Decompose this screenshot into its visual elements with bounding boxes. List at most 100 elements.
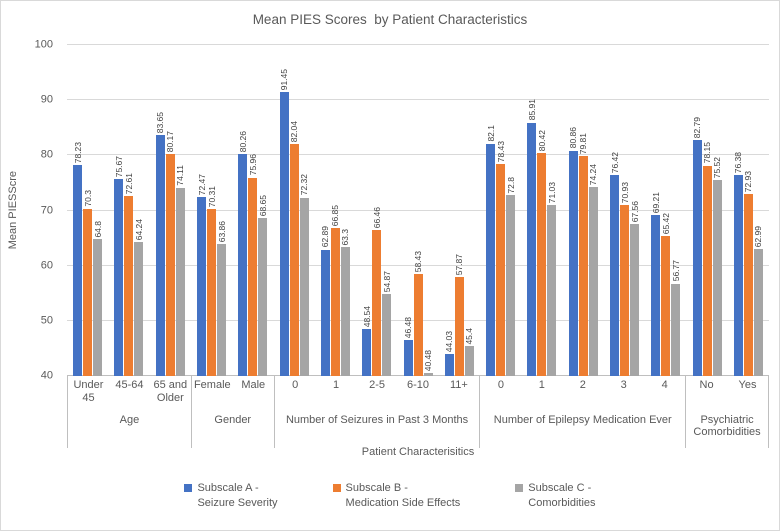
bar-value-label: 76.38 xyxy=(733,152,744,174)
bar-group: 46.48 58.43 40.48 xyxy=(397,45,438,376)
bar-subscale-b xyxy=(413,274,423,376)
bar-subscale-a xyxy=(486,143,496,376)
bar-cell: 44.03 xyxy=(444,45,454,376)
x-axis-category-label: Under 45 xyxy=(73,379,104,404)
bar-cell: 69.21 xyxy=(651,45,661,376)
bar-cell: 80.86 xyxy=(568,45,578,376)
bar-value-label: 70.3 xyxy=(82,190,93,207)
bar-group: 69.21 65.42 56.77 xyxy=(645,45,686,376)
bar-value-label: 64.24 xyxy=(133,219,144,241)
bar-value-label: 56.77 xyxy=(670,260,681,282)
bar-value-label: 64.8 xyxy=(92,220,103,238)
bar-cell: 82.1 xyxy=(486,45,496,376)
bar-value-label: 82.04 xyxy=(289,120,300,143)
bar-value-label: 75.52 xyxy=(712,156,723,179)
bar-group: 82.1 78.43 72.8 xyxy=(480,45,521,376)
y-tick-label: 50 xyxy=(40,314,53,327)
bar-subscale-c xyxy=(423,373,433,376)
bar-cell: 64.24 xyxy=(134,45,144,376)
y-axis-title-text: Mean PIESScre xyxy=(7,171,19,250)
bar-cell: 80.26 xyxy=(238,45,248,376)
bar-value-label: 75.67 xyxy=(113,155,124,178)
x-axis-category-label: 0 xyxy=(292,379,299,391)
x-axis-leaf-row: Under 45 45-64 65 and Older xyxy=(68,376,191,408)
bar-subscale-c xyxy=(299,197,309,376)
bar-value-label: 68.65 xyxy=(257,194,268,216)
bar-subscale-b xyxy=(620,205,629,376)
bar-value-label: 72.61 xyxy=(123,172,134,195)
bar-cell: 40.48 xyxy=(423,45,433,376)
bar-subscale-c xyxy=(712,180,722,376)
bar-cell: 78.43 xyxy=(496,45,506,376)
legend: Subscale A - Seizure Severity Subscale B -… xyxy=(1,481,779,511)
bar-cell: 79.81 xyxy=(578,45,588,376)
bar-value-label: 54.87 xyxy=(381,270,392,292)
bar-subscale-b xyxy=(537,153,547,376)
bar-value-label: 72.8 xyxy=(505,176,516,194)
bar-cell: 56.77 xyxy=(671,45,681,376)
x-axis-category-label: 0 xyxy=(497,379,504,391)
bar-group: 78.23 70.3 64.8 xyxy=(67,45,108,376)
chart-title: Mean PIES Scores by Patient Characterist… xyxy=(252,12,528,27)
y-tick-label: 40 xyxy=(40,369,53,382)
bar-subscale-b xyxy=(578,156,588,376)
bar-subscale-a xyxy=(692,139,702,376)
bar-subscale-a xyxy=(610,175,619,376)
bar-cell: 82.04 xyxy=(289,45,299,376)
bar-value-label: 71.03 xyxy=(546,181,557,203)
bar-value-label: 70.93 xyxy=(619,182,630,204)
bar-group: 72.47 70.31 63.86 xyxy=(191,45,232,376)
x-axis: Under 45 45-64 65 and Older Age Female Male Ge… xyxy=(67,376,769,448)
bar-value-label: 74.24 xyxy=(588,163,599,186)
bar-subscale-a xyxy=(362,328,372,376)
bar-cell: 57.87 xyxy=(454,45,464,376)
bar-group: 80.26 75.96 68.65 xyxy=(232,45,273,376)
bar-value-label: 66.46 xyxy=(371,206,382,229)
bar-subscale-a xyxy=(403,340,413,376)
bar-cell: 80.42 xyxy=(537,45,547,376)
bar-value-label: 85.91 xyxy=(526,99,537,121)
bar-value-label: 57.87 xyxy=(454,254,465,276)
y-tick-label: 70 xyxy=(40,204,53,216)
bar-subscale-a xyxy=(279,92,289,376)
bar-cell: 72.47 xyxy=(197,45,207,376)
y-axis-ticks: 40 50 60 70 80 90 100 xyxy=(27,39,59,381)
legend-swatch xyxy=(332,484,341,492)
bar-subscale-c xyxy=(630,223,639,376)
x-axis-category-label: 2-5 xyxy=(369,379,385,391)
bar-cell: 54.87 xyxy=(382,45,392,376)
bar-subscale-b xyxy=(330,227,340,376)
x-axis-title: Patient Characterisitics xyxy=(361,446,475,458)
x-axis-category-label: 65 and Older xyxy=(153,379,188,404)
bar-value-label: 82.79 xyxy=(692,116,703,138)
bar-subscale-b xyxy=(124,196,134,376)
legend-label-line: Subscale C - xyxy=(528,482,592,494)
bar-cell: 75.96 xyxy=(248,45,258,376)
x-axis-leaf-row: Female Male xyxy=(192,376,274,408)
bar-subscale-b xyxy=(165,154,175,376)
bar-cell: 72.93 xyxy=(743,45,753,376)
bar-subscale-b xyxy=(248,177,258,376)
x-axis-category-label: 1 xyxy=(333,379,340,391)
bar-cell: 72.32 xyxy=(299,45,309,376)
legend-label-line: Comorbidities xyxy=(528,497,596,509)
gridline xyxy=(67,264,769,266)
bar-value-label: 40.48 xyxy=(423,350,434,372)
bar-value-label: 46.48 xyxy=(403,316,414,339)
x-axis-group: 0 1 2 3 4 Number of Epilepsy Medication Ever xyxy=(479,376,685,448)
bars-row: 78.23 70.3 64.8 75.67 72.61 64.24 83.65 80.17 74… xyxy=(67,45,769,376)
x-axis-category-label: 6-10 xyxy=(406,379,429,391)
legend-label-line: Medication Side Effects xyxy=(345,497,461,509)
bar-value-label: 79.81 xyxy=(578,133,589,155)
x-axis-group: 0 1 2-5 6-10 11+ Number of Seizures in Past 3… xyxy=(273,376,480,448)
bar-subscale-c xyxy=(134,242,144,376)
bar-cell: 72.8 xyxy=(506,45,516,376)
bar-value-label: 72.47 xyxy=(196,173,207,195)
bar-subscale-c xyxy=(93,239,103,376)
x-axis-leaf-row: 0 1 2 3 4 xyxy=(480,376,685,408)
bar-subscale-a xyxy=(197,196,207,376)
bar-group: 75.67 72.61 64.24 xyxy=(108,45,149,376)
bar-cell: 85.91 xyxy=(527,45,537,376)
y-tick-label: 100 xyxy=(34,38,53,51)
bar-cell: 70.93 xyxy=(620,45,630,376)
